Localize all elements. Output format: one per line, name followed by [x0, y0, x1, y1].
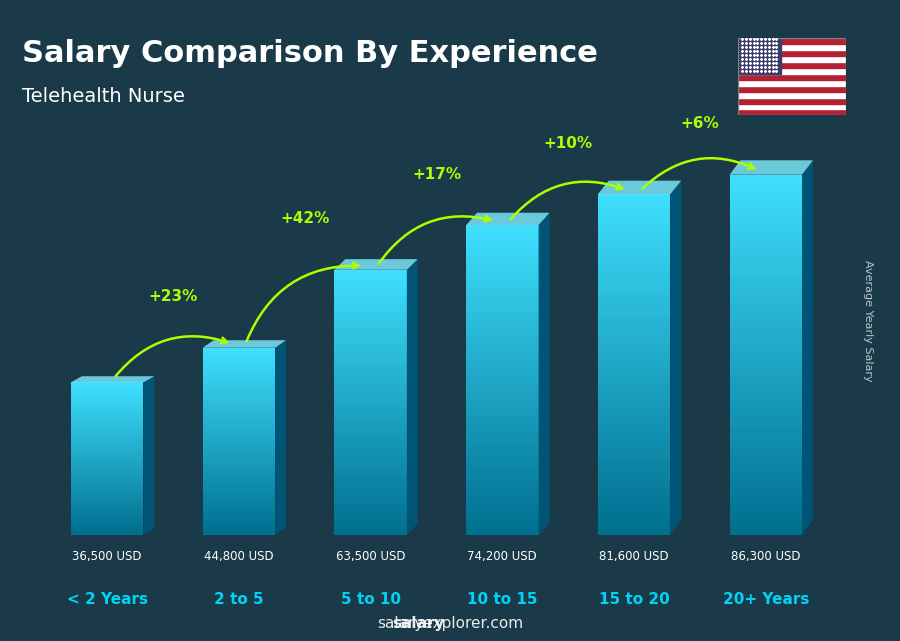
Bar	[738, 56, 846, 62]
Text: +17%: +17%	[412, 167, 461, 181]
Polygon shape	[275, 340, 286, 535]
Text: salaryexplorer.com: salaryexplorer.com	[377, 616, 523, 631]
Bar	[738, 74, 846, 80]
Text: 74,200 USD: 74,200 USD	[467, 551, 537, 563]
Polygon shape	[202, 340, 286, 347]
Text: 81,600 USD: 81,600 USD	[599, 551, 669, 563]
Text: Average Yearly Salary: Average Yearly Salary	[863, 260, 873, 381]
Text: 63,500 USD: 63,500 USD	[336, 551, 405, 563]
Text: 36,500 USD: 36,500 USD	[73, 551, 142, 563]
Text: +23%: +23%	[148, 289, 198, 304]
Text: +42%: +42%	[280, 211, 329, 226]
Text: salary: salary	[392, 616, 445, 631]
Text: Salary Comparison By Experience: Salary Comparison By Experience	[22, 39, 598, 69]
Bar	[738, 38, 846, 44]
Polygon shape	[598, 181, 681, 194]
Polygon shape	[335, 259, 418, 270]
Polygon shape	[730, 160, 813, 175]
Polygon shape	[670, 181, 681, 535]
Text: +6%: +6%	[680, 116, 719, 131]
Bar	[738, 110, 846, 115]
Bar	[738, 68, 846, 74]
Bar	[738, 62, 846, 68]
Text: 86,300 USD: 86,300 USD	[731, 551, 800, 563]
Polygon shape	[802, 160, 813, 535]
Polygon shape	[71, 376, 154, 382]
Text: Telehealth Nurse: Telehealth Nurse	[22, 87, 184, 106]
Bar	[738, 80, 846, 86]
Bar	[738, 104, 846, 110]
Bar	[738, 92, 846, 97]
Polygon shape	[538, 213, 549, 535]
Text: +10%: +10%	[544, 136, 593, 151]
Polygon shape	[407, 259, 418, 535]
Text: 44,800 USD: 44,800 USD	[204, 551, 274, 563]
Bar	[738, 97, 846, 104]
Polygon shape	[143, 376, 154, 535]
Bar	[738, 86, 846, 92]
Bar	[738, 50, 846, 56]
Bar	[738, 44, 846, 50]
Polygon shape	[466, 213, 549, 225]
Bar	[738, 38, 781, 74]
